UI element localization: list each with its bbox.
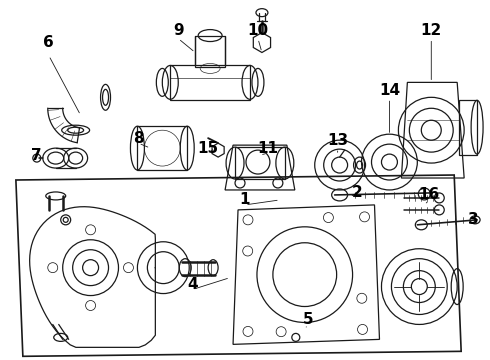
Text: 2: 2: [352, 185, 363, 201]
Bar: [195, 36, 225, 67]
Text: 16: 16: [418, 188, 440, 202]
Text: 8: 8: [133, 131, 144, 146]
Text: 12: 12: [420, 23, 442, 38]
Bar: [137, 126, 187, 170]
Text: 3: 3: [468, 212, 478, 228]
Text: 4: 4: [187, 277, 197, 292]
Text: 10: 10: [247, 23, 269, 38]
Bar: [235, 147, 285, 179]
Text: 14: 14: [379, 83, 400, 98]
Text: 15: 15: [197, 141, 219, 156]
Text: 13: 13: [327, 132, 348, 148]
Bar: [459, 100, 477, 155]
Text: 7: 7: [31, 148, 42, 163]
Bar: [171, 66, 250, 100]
Text: 11: 11: [257, 141, 278, 156]
Text: 6: 6: [44, 35, 54, 50]
Text: 9: 9: [173, 23, 184, 38]
Text: 1: 1: [240, 193, 250, 207]
Text: 5: 5: [302, 312, 313, 327]
